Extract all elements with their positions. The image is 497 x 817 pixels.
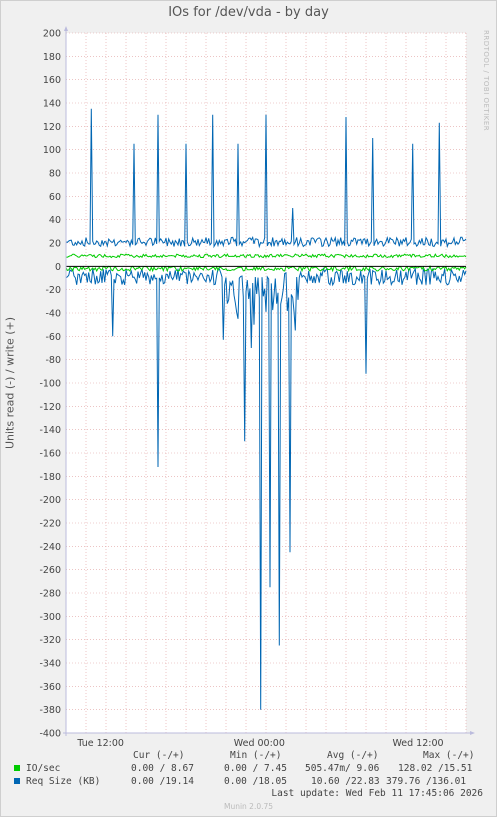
- legend-max-reqsize: 379.76 /136.01: [386, 776, 467, 787]
- legend-header-min: Min (-/+): [230, 750, 282, 761]
- legend-swatch-reqsize: [14, 778, 20, 784]
- y-tick-label: 120: [43, 122, 61, 133]
- legend-header-cur: Cur (-/+): [133, 750, 185, 761]
- y-tick-label: -80: [45, 355, 61, 366]
- y-tick-label: -40: [45, 309, 61, 320]
- legend-label-reqsize: Req Size (KB): [26, 776, 101, 787]
- legend-swatch-io: [14, 765, 20, 771]
- legend-min-io: 0.00 / 7.45: [224, 763, 287, 774]
- y-tick-label: -60: [45, 332, 61, 343]
- legend-header-max: Max (-/+): [423, 750, 475, 761]
- last-update: Last update: Wed Feb 11 17:45:06 2026: [271, 788, 483, 799]
- y-tick-label: -260: [39, 565, 61, 576]
- chart-title: IOs for /dev/vda - by day: [168, 5, 329, 20]
- legend-label-io: IO/sec: [26, 763, 61, 774]
- legend-cur-reqsize: 0.00 /19.14: [131, 776, 194, 787]
- y-tick-label: -320: [39, 635, 61, 646]
- series-line-io-write: [65, 253, 467, 259]
- legend-min-reqsize: 0.00 /18.05: [224, 776, 287, 787]
- x-tick-label: Wed 12:00: [392, 738, 443, 749]
- y-tick-label: -100: [39, 379, 61, 390]
- y-tick-label: -160: [39, 449, 61, 460]
- y-tick-label: -380: [39, 705, 61, 716]
- y-tick-label: 0: [55, 262, 61, 273]
- legend-header-avg: Avg (-/+): [327, 750, 379, 761]
- series-line-reqsize-read: [65, 267, 467, 710]
- y-tick-label: 40: [49, 215, 61, 226]
- legend-avg-reqsize: 10.60 /22.83: [311, 776, 380, 787]
- y-tick-label: -120: [39, 402, 61, 413]
- y-tick-label: -360: [39, 682, 61, 693]
- y-tick-label: -240: [39, 542, 61, 553]
- y-tick-label: 60: [49, 192, 61, 203]
- y-tick-label: -220: [39, 519, 61, 530]
- y-tick-label: -20: [45, 285, 61, 296]
- y-tick-label: -200: [39, 495, 61, 506]
- y-tick-label: 180: [43, 52, 61, 63]
- y-tick-label: -280: [39, 589, 61, 600]
- legend-max-io: 128.02 /15.51: [398, 763, 473, 774]
- y-tick-label: 100: [43, 145, 61, 156]
- y-tick-label: 20: [49, 239, 61, 250]
- munin-version: Munin 2.0.75: [223, 802, 274, 811]
- rrdtool-watermark: RRDTOOL / TOBI OETIKER: [482, 30, 490, 132]
- y-tick-label: -400: [39, 729, 61, 740]
- y-tick-label: -300: [39, 612, 61, 623]
- y-axis-arrow: [64, 26, 68, 31]
- y-tick-label: 200: [43, 29, 61, 40]
- y-tick-label: 140: [43, 99, 61, 110]
- y-tick-label: -140: [39, 425, 61, 436]
- legend-avg-io: 505.47m/ 9.06: [305, 763, 380, 774]
- series-line-reqsize-write: [65, 108, 467, 249]
- y-tick-label: 160: [43, 75, 61, 86]
- y-tick-label: -340: [39, 659, 61, 670]
- legend-cur-io: 0.00 / 8.67: [131, 763, 194, 774]
- x-tick-label: Wed 00:00: [234, 738, 285, 749]
- x-tick-label: Tue 12:00: [76, 738, 124, 749]
- y-tick-label: 80: [49, 169, 61, 180]
- x-axis-arrow: [470, 731, 475, 735]
- y-tick-label: -180: [39, 472, 61, 483]
